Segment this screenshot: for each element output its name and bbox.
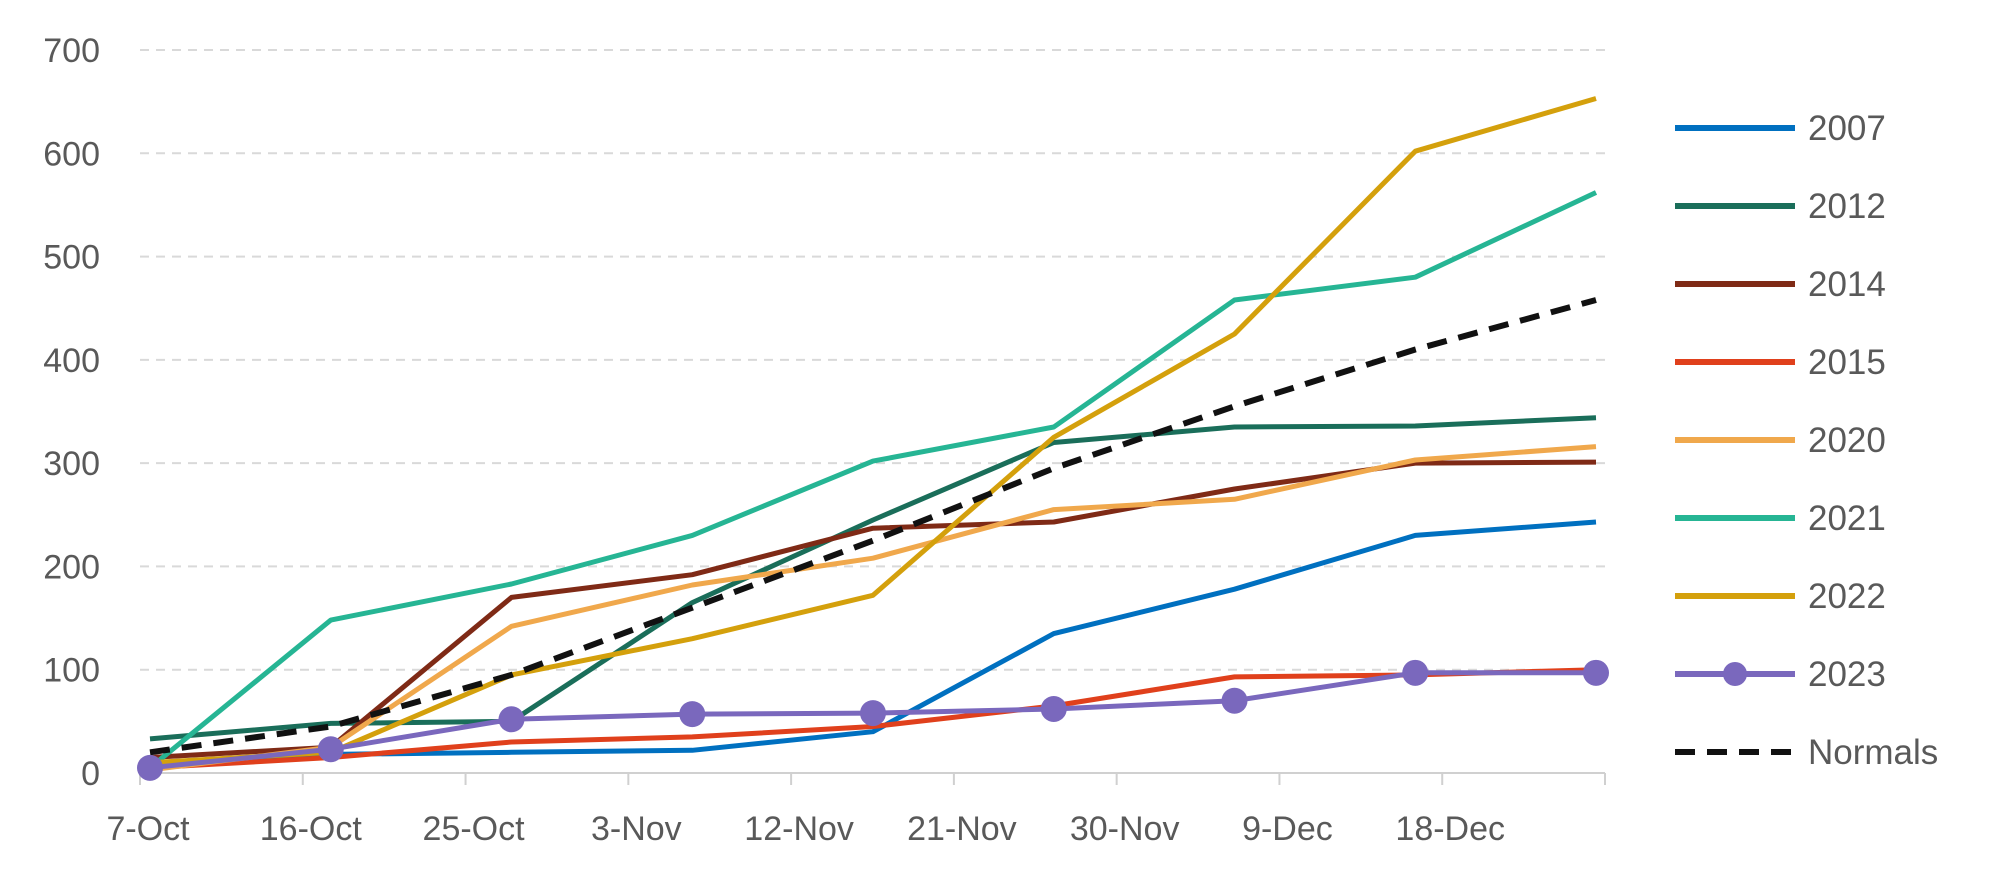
y-tick-label: 700 — [43, 32, 100, 70]
series-line-2012 — [149, 415, 1597, 742]
y-tick-label: 100 — [43, 652, 100, 690]
y-tick-label: 600 — [43, 135, 100, 173]
y-tick-label: 200 — [43, 548, 100, 586]
legend: 2007 2012 2014 2015 2020 2021 2022 2023 Normals — [1675, 109, 1938, 772]
series-line-2015 — [149, 667, 1597, 771]
x-tick-label: 25-Oct — [423, 810, 526, 848]
series-line-2020 — [149, 444, 1597, 773]
x-tick-label: 9-Dec — [1242, 810, 1333, 848]
data-point-2023 — [1221, 687, 1248, 714]
series-line-2021 — [148, 190, 1598, 770]
y-tick-label: 300 — [43, 445, 100, 483]
series-markers — [137, 659, 1609, 781]
x-tick-label: 7-Oct — [106, 810, 190, 848]
x-tick-label: 18-Dec — [1395, 810, 1505, 848]
legend-marker-2023 — [1723, 662, 1747, 686]
x-tick-label: 12-Nov — [744, 810, 854, 848]
x-tick-label: 3-Nov — [591, 810, 682, 848]
y-tick-label: 0 — [81, 755, 100, 793]
y-tick-label: 500 — [43, 239, 100, 277]
y-tick-label: 400 — [43, 342, 100, 380]
axes: 0 100 200 300 400 500 600 700 7-Oct 16-Oct 25-Oct 3… — [43, 32, 1606, 848]
legend-label-normals: Normals — [1808, 733, 1938, 772]
data-point-2023 — [860, 700, 886, 727]
legend-label-2014: 2014 — [1808, 265, 1886, 304]
series-lines — [148, 96, 1598, 773]
data-point-2023 — [679, 701, 706, 728]
legend-label-2012: 2012 — [1808, 187, 1886, 226]
legend-label-2021: 2021 — [1808, 499, 1886, 538]
legend-label-2015: 2015 — [1808, 343, 1886, 382]
series-line-2022 — [149, 96, 1597, 766]
legend-label-2022: 2022 — [1808, 577, 1886, 616]
data-point-2023 — [317, 736, 344, 763]
legend-label-2020: 2020 — [1808, 421, 1886, 460]
legend-label-2007: 2007 — [1808, 109, 1886, 148]
legend-label-2023: 2023 — [1808, 655, 1886, 694]
x-tick-label: 16-Oct — [260, 810, 363, 848]
data-point-2023 — [1583, 659, 1609, 686]
x-tick-label: 30-Nov — [1070, 810, 1180, 848]
data-point-2023 — [137, 754, 163, 781]
x-tick-label: 21-Nov — [907, 810, 1017, 848]
data-point-2023 — [1040, 695, 1067, 722]
gridlines — [140, 49, 1605, 671]
data-point-2023 — [498, 706, 525, 733]
data-point-2023 — [1402, 659, 1429, 686]
